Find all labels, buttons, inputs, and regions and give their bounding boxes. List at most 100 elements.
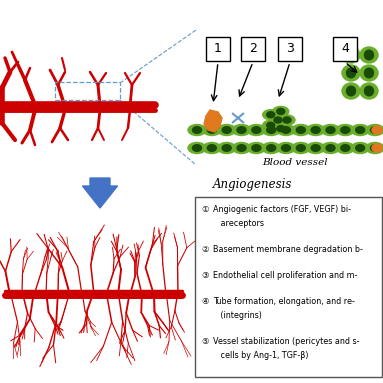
Ellipse shape: [262, 142, 280, 154]
Text: 2: 2: [249, 43, 257, 56]
Ellipse shape: [232, 124, 250, 136]
Ellipse shape: [341, 127, 350, 133]
Text: ①: ①: [201, 205, 208, 214]
Text: Vessel stabilization (pericytes and s-: Vessel stabilization (pericytes and s-: [213, 337, 360, 346]
Text: Tube formation, elongation, and re-: Tube formation, elongation, and re-: [213, 297, 355, 306]
Ellipse shape: [222, 127, 231, 133]
Ellipse shape: [279, 115, 295, 125]
Ellipse shape: [277, 126, 285, 131]
Text: 4: 4: [341, 43, 349, 56]
Ellipse shape: [307, 124, 325, 136]
Text: ③: ③: [201, 271, 208, 280]
Ellipse shape: [277, 142, 295, 154]
Ellipse shape: [252, 145, 261, 151]
Ellipse shape: [370, 145, 380, 151]
Ellipse shape: [370, 127, 380, 133]
FancyBboxPatch shape: [333, 37, 357, 61]
Ellipse shape: [273, 106, 289, 116]
Text: (integrins): (integrins): [213, 311, 262, 320]
Ellipse shape: [356, 145, 365, 151]
Polygon shape: [204, 110, 222, 132]
Text: ④: ④: [201, 297, 208, 306]
Ellipse shape: [237, 145, 246, 151]
Text: cells by Ang-1, TGF-β): cells by Ang-1, TGF-β): [213, 351, 308, 360]
Ellipse shape: [336, 124, 354, 136]
Ellipse shape: [351, 142, 369, 154]
Ellipse shape: [336, 142, 354, 154]
Ellipse shape: [321, 124, 339, 136]
Ellipse shape: [372, 126, 382, 134]
Text: Angiogenesis: Angiogenesis: [213, 178, 293, 191]
Bar: [55, 82, 120, 100]
Ellipse shape: [360, 83, 378, 99]
FancyBboxPatch shape: [195, 197, 382, 377]
Ellipse shape: [365, 50, 373, 60]
Ellipse shape: [282, 127, 290, 133]
Ellipse shape: [307, 142, 325, 154]
Text: 3: 3: [286, 43, 294, 56]
FancyArrow shape: [82, 178, 118, 208]
Ellipse shape: [296, 145, 305, 151]
Ellipse shape: [292, 142, 310, 154]
Ellipse shape: [188, 142, 206, 154]
Ellipse shape: [351, 124, 369, 136]
Ellipse shape: [365, 68, 373, 78]
Ellipse shape: [356, 127, 365, 133]
Ellipse shape: [360, 65, 378, 81]
Ellipse shape: [326, 127, 335, 133]
Ellipse shape: [366, 124, 383, 136]
Ellipse shape: [193, 145, 201, 151]
Ellipse shape: [218, 142, 236, 154]
Ellipse shape: [274, 117, 282, 123]
Ellipse shape: [247, 124, 265, 136]
Text: Angiogenic factors (FGF, VEGF) bi-: Angiogenic factors (FGF, VEGF) bi-: [213, 205, 351, 214]
Text: Blood vessel: Blood vessel: [262, 158, 328, 167]
Ellipse shape: [207, 127, 216, 133]
Ellipse shape: [342, 65, 360, 81]
Ellipse shape: [273, 124, 289, 134]
Ellipse shape: [360, 47, 378, 63]
Text: Endothelial cell proliferation and m-: Endothelial cell proliferation and m-: [213, 271, 357, 280]
Ellipse shape: [193, 127, 201, 133]
Ellipse shape: [342, 83, 360, 99]
Ellipse shape: [207, 145, 216, 151]
Ellipse shape: [277, 124, 295, 136]
Ellipse shape: [262, 124, 280, 136]
Ellipse shape: [282, 145, 290, 151]
Ellipse shape: [326, 145, 335, 151]
Ellipse shape: [283, 117, 291, 123]
Ellipse shape: [342, 47, 360, 63]
Ellipse shape: [247, 142, 265, 154]
Ellipse shape: [270, 115, 286, 125]
Ellipse shape: [263, 120, 279, 130]
Ellipse shape: [267, 112, 275, 118]
Ellipse shape: [222, 145, 231, 151]
Ellipse shape: [267, 145, 276, 151]
Ellipse shape: [292, 124, 310, 136]
Ellipse shape: [203, 124, 221, 136]
Ellipse shape: [366, 142, 383, 154]
Ellipse shape: [372, 144, 382, 152]
Ellipse shape: [341, 145, 350, 151]
Ellipse shape: [277, 108, 285, 115]
Text: areceptors: areceptors: [213, 219, 264, 228]
Ellipse shape: [267, 122, 275, 128]
Ellipse shape: [263, 110, 279, 120]
Ellipse shape: [321, 142, 339, 154]
Ellipse shape: [296, 127, 305, 133]
Text: 1: 1: [214, 43, 222, 56]
Ellipse shape: [347, 68, 355, 78]
Ellipse shape: [252, 127, 261, 133]
Ellipse shape: [203, 142, 221, 154]
Text: Basement membrane degradation b-: Basement membrane degradation b-: [213, 245, 363, 254]
FancyBboxPatch shape: [206, 37, 230, 61]
Ellipse shape: [237, 127, 246, 133]
FancyBboxPatch shape: [278, 37, 302, 61]
Ellipse shape: [365, 86, 373, 96]
Ellipse shape: [188, 124, 206, 136]
Ellipse shape: [218, 124, 236, 136]
Ellipse shape: [347, 50, 355, 60]
FancyBboxPatch shape: [241, 37, 265, 61]
Ellipse shape: [311, 127, 320, 133]
Text: ②: ②: [201, 245, 208, 254]
